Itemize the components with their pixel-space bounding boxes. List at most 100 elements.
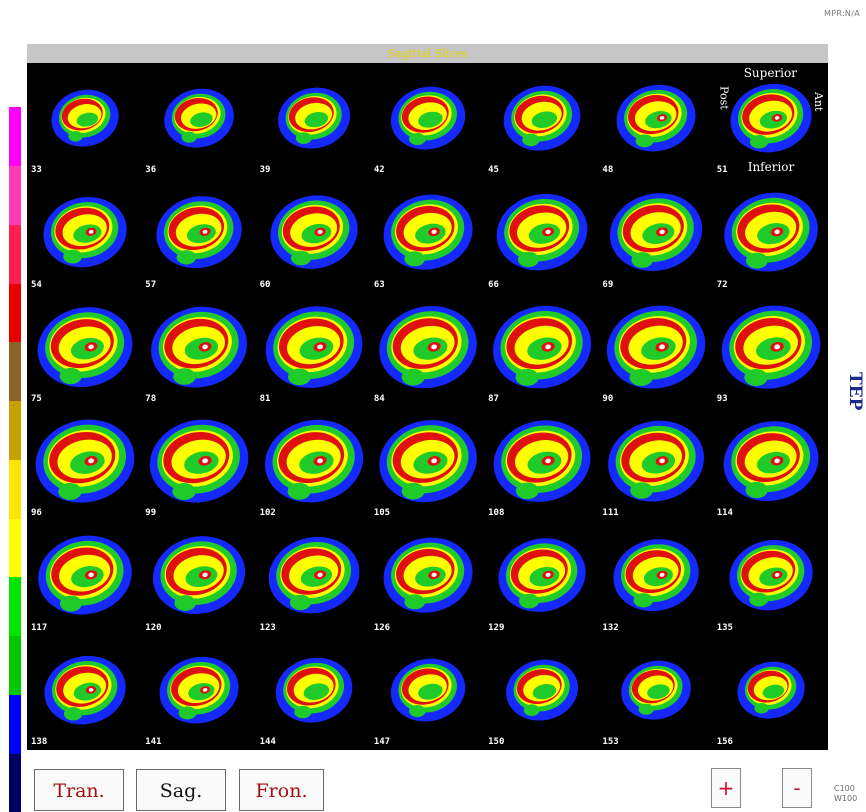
pet-slice-image: [44, 655, 126, 725]
slice-number-label: 36: [145, 165, 157, 176]
mpr-status-label: MPR:N/A: [824, 9, 860, 18]
pet-slice-image: [493, 305, 592, 389]
slice-number-label: 135: [716, 622, 733, 633]
slice-cell[interactable]: 51 Superior Inferior Post Ant: [713, 64, 827, 178]
window-level-readout: C100 W100: [834, 784, 857, 804]
slice-cell[interactable]: 66: [485, 178, 599, 292]
slice-cell[interactable]: 138: [28, 635, 142, 749]
pet-slice-image: [610, 193, 703, 272]
pet-slice-image: [723, 192, 818, 272]
slice-cell[interactable]: 153: [599, 635, 713, 749]
pet-slice-image: [268, 537, 359, 614]
slice-number-label: 123: [259, 622, 276, 633]
slice-cell[interactable]: 75: [28, 292, 142, 406]
slice-cell[interactable]: 126: [370, 521, 485, 635]
slice-cell[interactable]: 96: [28, 407, 142, 521]
pet-slice-image: [35, 419, 135, 503]
slice-number-label: 120: [145, 622, 162, 633]
slice-cell[interactable]: 141: [142, 635, 256, 749]
slice-cell[interactable]: 45: [485, 64, 599, 178]
pet-slice-image: [379, 305, 477, 388]
pet-slice-image: [621, 660, 692, 720]
slice-cell[interactable]: 114: [713, 407, 827, 521]
slice-number-label: 51: [716, 165, 728, 176]
zoom-in-button[interactable]: +: [711, 768, 741, 808]
color-scale-bar: [9, 107, 21, 812]
pet-slice-image: [43, 197, 127, 268]
slice-cell[interactable]: 111: [599, 407, 713, 521]
zoom-out-button[interactable]: -: [782, 768, 812, 808]
pet-slice-image: [159, 656, 239, 724]
slice-number-label: 84: [373, 394, 385, 404]
pet-slice-image: [737, 661, 805, 719]
slice-cell[interactable]: 108: [485, 407, 599, 521]
slice-number-label: 129: [488, 622, 505, 633]
slice-number-label: 81: [259, 394, 271, 404]
slice-cell[interactable]: 90: [599, 292, 713, 406]
slice-number-label: 63: [373, 279, 385, 290]
pet-slice-image: [390, 86, 466, 150]
slice-cell[interactable]: 123: [256, 521, 370, 635]
slice-number-label: 45: [488, 165, 499, 176]
slice-number-label: 78: [145, 394, 157, 404]
pet-slice-image: [151, 306, 248, 388]
pet-slice-image: [613, 539, 700, 612]
slice-cell[interactable]: 39: [256, 64, 370, 178]
slice-cell[interactable]: 105: [370, 407, 485, 521]
slice-cell[interactable]: 156: [713, 635, 827, 749]
pet-slice-image: [265, 305, 363, 388]
slice-cell[interactable]: 144: [256, 635, 370, 749]
slice-number-label: 72: [716, 279, 728, 290]
slice-number-label: 66: [488, 279, 499, 290]
slice-cell[interactable]: 99: [142, 407, 256, 521]
slice-cell[interactable]: 135: [713, 521, 827, 635]
slice-cell[interactable]: 48: [599, 64, 713, 178]
slice-cell[interactable]: 102: [256, 407, 370, 521]
slice-cell[interactable]: 93: [713, 292, 827, 406]
slice-number-label: 57: [145, 279, 157, 290]
slice-cell[interactable]: 42: [370, 64, 485, 178]
slice-number-label: 156: [716, 737, 733, 747]
slice-number-label: 54: [31, 279, 42, 290]
pet-slice-image: [383, 194, 473, 270]
transverse-view-button[interactable]: Tran.: [34, 769, 124, 811]
slice-cell[interactable]: 72: [713, 178, 827, 292]
sagittal-view-button[interactable]: Sag.: [136, 769, 226, 811]
color-scale-band: [9, 283, 21, 343]
slice-cell[interactable]: 78: [142, 292, 256, 406]
slice-number-label: 90: [602, 394, 614, 404]
color-scale-band: [9, 224, 21, 284]
pet-slice-image: [730, 83, 812, 153]
pet-slice-image: [156, 196, 242, 269]
slice-cell[interactable]: 147: [370, 635, 485, 749]
color-scale-band: [9, 518, 21, 578]
pet-slice-image: [37, 306, 133, 387]
pet-slice-image: [150, 419, 249, 503]
slice-cell[interactable]: 63: [370, 178, 485, 292]
slice-cell[interactable]: 87: [485, 292, 599, 406]
slice-cell[interactable]: 69: [599, 178, 713, 292]
slice-cell[interactable]: 117: [28, 521, 142, 635]
frontal-view-button[interactable]: Fron.: [239, 769, 324, 811]
slice-number-label: 42: [373, 165, 385, 176]
color-scale-band: [9, 342, 21, 401]
slice-number-label: 102: [259, 508, 276, 519]
slice-cell[interactable]: 150: [485, 635, 599, 749]
slice-cell[interactable]: 120: [142, 521, 256, 635]
slice-number-label: 111: [602, 508, 619, 519]
orientation-anterior-label: Ant: [811, 92, 825, 112]
slice-cell[interactable]: 132: [599, 521, 713, 635]
slice-cell[interactable]: 57: [142, 178, 256, 292]
slice-number-label: 75: [31, 394, 42, 404]
orientation-superior-label: Superior: [743, 66, 797, 80]
color-scale-band: [9, 107, 21, 166]
slice-cell[interactable]: 54: [28, 178, 142, 292]
slice-cell[interactable]: 60: [256, 178, 370, 292]
pet-slice-image: [496, 194, 588, 271]
slice-cell[interactable]: 33: [28, 64, 142, 178]
slice-cell[interactable]: 36: [142, 64, 256, 178]
slice-cell[interactable]: 81: [256, 292, 370, 406]
slice-number-label: 69: [602, 279, 614, 290]
slice-cell[interactable]: 84: [370, 292, 485, 406]
slice-cell[interactable]: 129: [485, 521, 599, 635]
